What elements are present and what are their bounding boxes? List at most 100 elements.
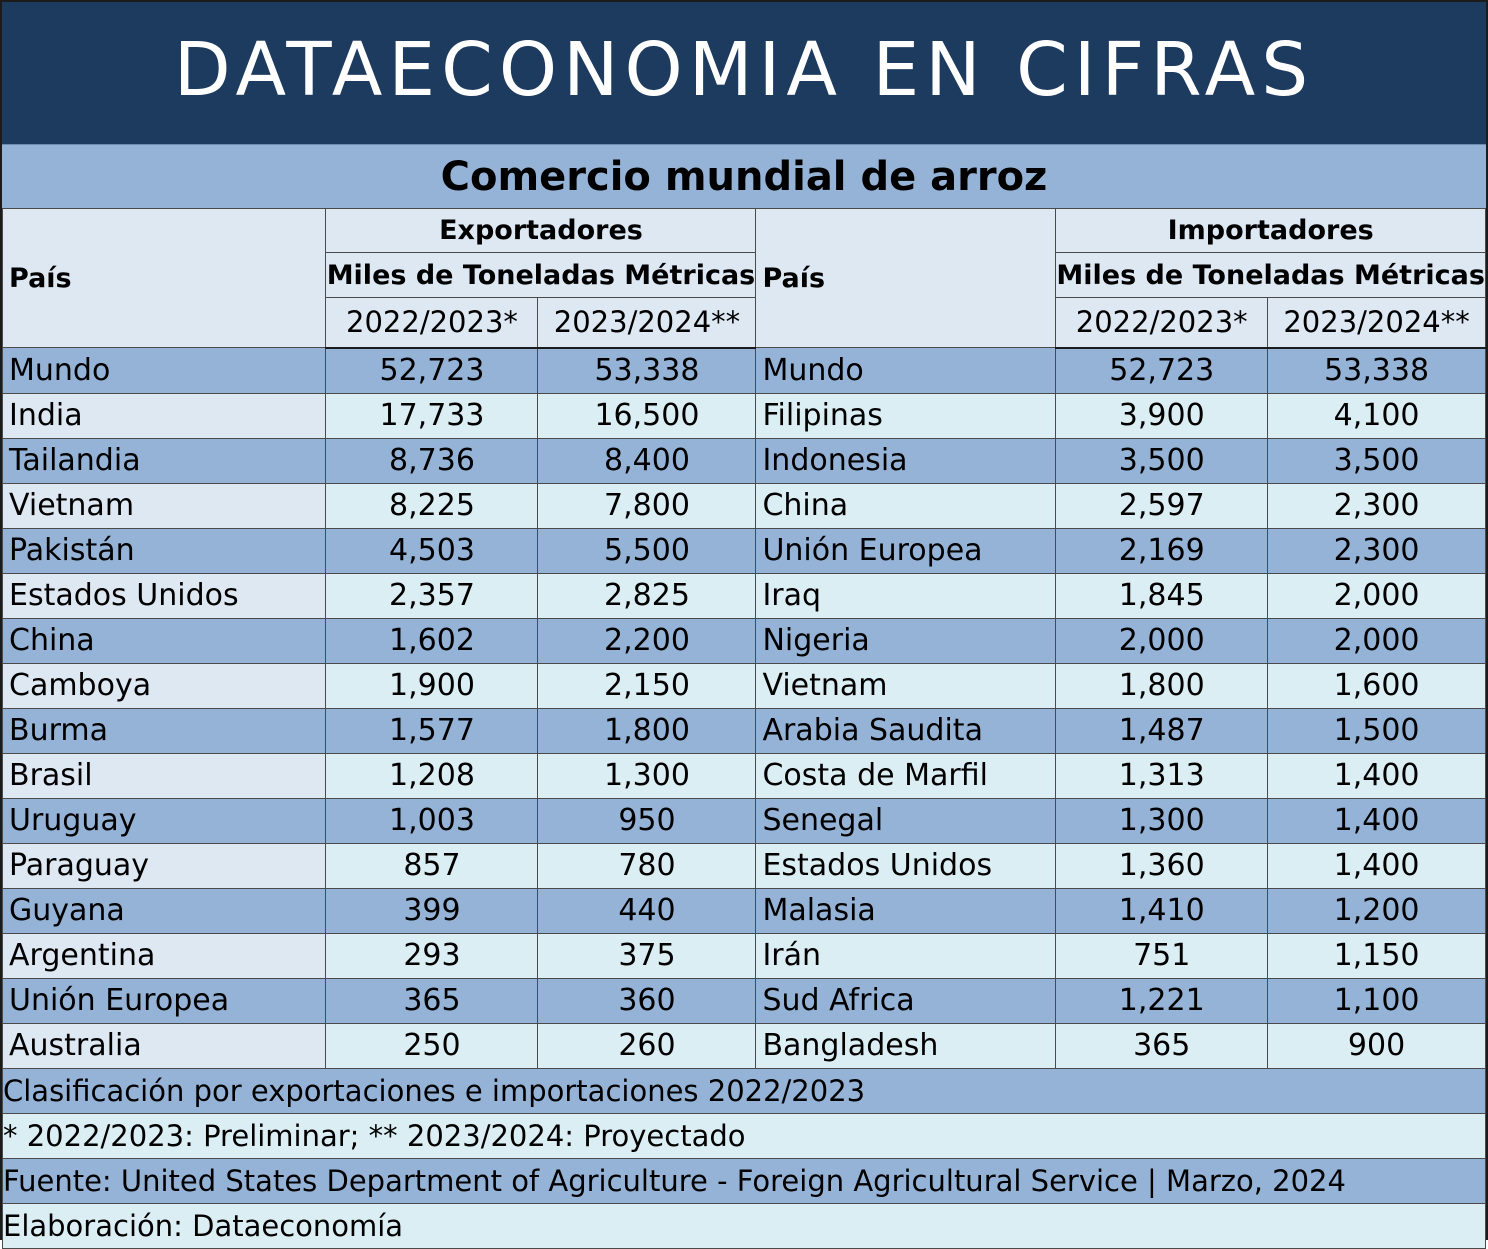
table-row: China 1,602 2,200 Nigeria 2,000 2,000: [1, 617, 1486, 664]
importer-value-2023-2024: 1,150: [1267, 932, 1486, 979]
footer-row: Elaboración: Dataeconomía: [2, 1202, 1486, 1249]
importer-value-2023-2024: 2,000: [1267, 617, 1486, 664]
importer-country: Mundo: [755, 347, 1057, 394]
importer-value-2023-2024: 1,100: [1267, 977, 1486, 1024]
exporter-value-2023-2024: 2,150: [537, 662, 757, 709]
importer-country: Malasia: [755, 887, 1057, 934]
importer-country: Arabia Saudita: [755, 707, 1057, 754]
importer-country: Senegal: [755, 797, 1057, 844]
importer-value-2023-2024: 2,000: [1267, 572, 1486, 619]
exporter-country: India: [1, 392, 327, 439]
exporter-value-2023-2024: 53,338: [537, 347, 757, 394]
exporter-value-2022-2023: 365: [325, 977, 539, 1024]
exporter-value-2023-2024: 7,800: [537, 482, 757, 529]
header-exportadores: Exportadores: [325, 208, 757, 253]
table-row: Guyana 399 440 Malasia 1,410 1,200: [1, 887, 1486, 934]
importer-country: China: [755, 482, 1057, 529]
footer-row: * 2022/2023: Preliminar; ** 2023/2024: P…: [2, 1112, 1486, 1159]
exporter-value-2022-2023: 1,577: [325, 707, 539, 754]
exporter-country: Brasil: [1, 752, 327, 799]
importer-country: Irán: [755, 932, 1057, 979]
importer-value-2023-2024: 2,300: [1267, 482, 1486, 529]
importer-value-2023-2024: 4,100: [1267, 392, 1486, 439]
importer-value-2022-2023: 2,169: [1055, 527, 1269, 574]
importer-value-2022-2023: 1,410: [1055, 887, 1269, 934]
footer-notas: * 2022/2023: Preliminar; ** 2023/2024: P…: [2, 1112, 1486, 1159]
exporter-country: Pakistán: [1, 527, 327, 574]
exporter-country: Estados Unidos: [1, 572, 327, 619]
importer-value-2022-2023: 2,000: [1055, 617, 1269, 664]
exporter-country: Burma: [1, 707, 327, 754]
exporter-country: Vietnam: [1, 482, 327, 529]
table-row: Paraguay 857 780 Estados Unidos 1,360 1,400: [1, 842, 1486, 889]
importer-country: Filipinas: [755, 392, 1057, 439]
importer-value-2022-2023: 2,597: [1055, 482, 1269, 529]
importer-country: Iraq: [755, 572, 1057, 619]
header-year1-imp: 2022/2023*: [1055, 297, 1269, 349]
exporter-country: Australia: [1, 1022, 327, 1069]
importer-value-2022-2023: 751: [1055, 932, 1269, 979]
importer-value-2022-2023: 1,487: [1055, 707, 1269, 754]
table-row: Australia 250 260 Bangladesh 365 900: [1, 1022, 1486, 1069]
header-pais-exp: País: [1, 208, 327, 348]
exporter-value-2022-2023: 1,602: [325, 617, 539, 664]
exporter-value-2022-2023: 1,208: [325, 752, 539, 799]
importer-country: Nigeria: [755, 617, 1057, 664]
exporter-country: Argentina: [1, 932, 327, 979]
importer-value-2022-2023: 3,500: [1055, 437, 1269, 484]
footer-clasificacion: Clasificación por exportaciones e import…: [2, 1067, 1486, 1114]
importer-value-2023-2024: 1,400: [1267, 752, 1486, 799]
exporter-value-2023-2024: 260: [537, 1022, 757, 1069]
exporter-value-2022-2023: 857: [325, 842, 539, 889]
importer-value-2023-2024: 1,200: [1267, 887, 1486, 934]
table-row: Brasil 1,208 1,300 Costa de Marfil 1,313 1,40…: [1, 752, 1486, 799]
table-row: Camboya 1,900 2,150 Vietnam 1,800 1,600: [1, 662, 1486, 709]
header-unit-exp: Miles de Toneladas Métricas: [325, 252, 757, 298]
importer-country: Indonesia: [755, 437, 1057, 484]
exporter-value-2022-2023: 4,503: [325, 527, 539, 574]
table-row: Pakistán 4,503 5,500 Unión Europea 2,169 2,30…: [1, 527, 1486, 574]
table-title: Comercio mundial de arroz: [2, 144, 1486, 210]
header-row-unit: Miles de Toneladas Métricas Miles de Ton…: [3, 252, 1486, 298]
table-row: Vietnam 8,225 7,800 China 2,597 2,300: [1, 482, 1486, 529]
banner: DATAECONOMIA EN CIFRAS: [2, 2, 1486, 144]
header-importadores: Importadores: [1055, 208, 1486, 253]
exporter-value-2023-2024: 375: [537, 932, 757, 979]
importer-value-2022-2023: 1,800: [1055, 662, 1269, 709]
exporter-value-2022-2023: 17,733: [325, 392, 539, 439]
exporter-value-2023-2024: 1,800: [537, 707, 757, 754]
table-row: India 17,733 16,500 Filipinas 3,900 4,100: [1, 392, 1486, 439]
exporter-value-2022-2023: 1,003: [325, 797, 539, 844]
importer-country: Costa de Marfil: [755, 752, 1057, 799]
header-unit-imp: Miles de Toneladas Métricas: [1055, 252, 1486, 298]
importer-value-2022-2023: 1,313: [1055, 752, 1269, 799]
header-row-years: 2022/2023* 2023/2024** 2022/2023* 2023/2…: [3, 297, 1486, 349]
header-pais-imp: País: [755, 208, 1057, 348]
importer-value-2023-2024: 3,500: [1267, 437, 1486, 484]
exporter-value-2023-2024: 440: [537, 887, 757, 934]
exporter-country: Paraguay: [1, 842, 327, 889]
exporter-value-2023-2024: 5,500: [537, 527, 757, 574]
exporter-country: Uruguay: [1, 797, 327, 844]
header-row-group: País Exportadores País Importadores: [1, 208, 1486, 348]
importer-country: Bangladesh: [755, 1022, 1057, 1069]
exporter-country: Mundo: [1, 347, 327, 394]
table-row: Unión Europea 365 360 Sud Africa 1,221 1,100: [1, 977, 1486, 1024]
importer-value-2023-2024: 1,400: [1267, 842, 1486, 889]
rice-trade-table: País Exportadores País Importadores Mile…: [1, 208, 1486, 1249]
importer-value-2023-2024: 1,400: [1267, 797, 1486, 844]
exporter-value-2022-2023: 8,225: [325, 482, 539, 529]
importer-value-2023-2024: 53,338: [1267, 347, 1486, 394]
exporter-value-2022-2023: 399: [325, 887, 539, 934]
table-row: Mundo 52,723 53,338 Mundo 52,723 53,338: [1, 347, 1486, 394]
exporter-country: Camboya: [1, 662, 327, 709]
exporter-country: Unión Europea: [1, 977, 327, 1024]
table-row: Estados Unidos 2,357 2,825 Iraq 1,845 2,000: [1, 572, 1486, 619]
table-row: Argentina 293 375 Irán 751 1,150: [1, 932, 1486, 979]
importer-value-2022-2023: 365: [1055, 1022, 1269, 1069]
importer-value-2022-2023: 3,900: [1055, 392, 1269, 439]
exporter-country: Tailandia: [1, 437, 327, 484]
importer-value-2022-2023: 1,360: [1055, 842, 1269, 889]
exporter-value-2023-2024: 950: [537, 797, 757, 844]
importer-value-2022-2023: 1,845: [1055, 572, 1269, 619]
